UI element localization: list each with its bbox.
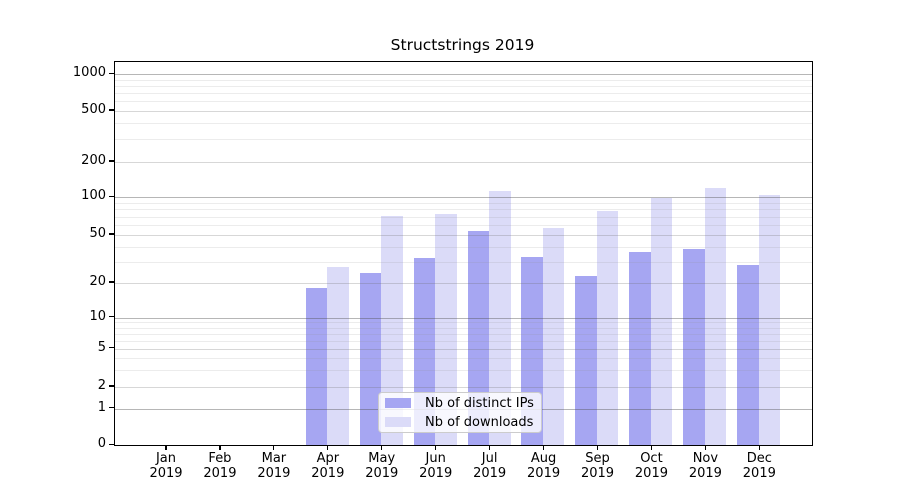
x-tick-label-sep: Sep 2019 (580, 450, 615, 482)
gridline-800 (115, 86, 812, 88)
x-tick-label-feb: Feb 2019 (203, 450, 237, 482)
x-tick-mark (758, 445, 760, 450)
x-tick-mark (489, 445, 491, 450)
gridline-500 (115, 111, 812, 112)
y-tick-mark (109, 72, 114, 74)
x-tick-label-dec: Dec 2019 (742, 450, 776, 482)
x-tick-mark (704, 445, 706, 450)
bar-distinct-ips-apr (305, 288, 328, 446)
bar-distinct-ips-sep (575, 275, 597, 446)
y-tick-label-10: 10 (89, 308, 106, 324)
y-tick-mark (109, 281, 114, 283)
bar-downloads-sep (596, 210, 619, 446)
y-tick-mark (109, 316, 114, 318)
legend-item-distinct-ips: Nb of distinct IPs (385, 395, 541, 411)
x-tick-mark (650, 445, 653, 450)
x-tick-mark (327, 445, 329, 450)
gridline-1000 (115, 74, 812, 76)
y-tick-mark (109, 233, 114, 235)
bar-downloads-dec (758, 194, 781, 446)
x-tick-label-jan: Jan 2019 (149, 450, 183, 482)
x-tick-mark (435, 445, 437, 450)
legend-label: Nb of distinct IPs (425, 395, 534, 411)
y-tick-label-0: 0 (97, 436, 106, 452)
legend-swatch-distinct-ips (385, 398, 411, 408)
plot-area (114, 61, 813, 447)
bar-downloads-apr (327, 267, 349, 446)
bar-distinct-ips-jul (467, 230, 490, 446)
y-tick-mark (109, 109, 114, 111)
x-tick-label-oct: Oct 2019 (634, 450, 668, 482)
gridline-600 (115, 101, 812, 103)
legend-item-downloads: Nb of downloads (385, 414, 541, 430)
y-tick-mark (109, 443, 114, 445)
bar-downloads-oct (650, 198, 673, 446)
y-tick-mark (109, 347, 114, 349)
y-tick-mark (109, 406, 114, 409)
y-tick-label-5: 5 (97, 339, 106, 355)
x-tick-label-mar: Mar 2019 (257, 450, 291, 482)
chart-title: Structstrings 2019 (390, 36, 535, 54)
bar-downloads-may (381, 215, 403, 446)
x-tick-mark (273, 445, 275, 450)
legend-label: Nb of downloads (425, 414, 534, 430)
gridline-400 (115, 123, 812, 125)
gridline-900 (115, 79, 812, 81)
x-tick-mark (165, 445, 167, 450)
bar-downloads-jun (435, 214, 457, 446)
bar-downloads-aug (542, 227, 565, 446)
gridline-700 (115, 93, 812, 95)
y-tick-mark (109, 160, 114, 162)
gridline-300 (115, 139, 812, 141)
bar-distinct-ips-may (359, 273, 382, 446)
bar-distinct-ips-oct (629, 252, 651, 446)
y-tick-label-100: 100 (81, 188, 106, 204)
y-tick-label-50: 50 (89, 226, 106, 241)
y-tick-label-2: 2 (97, 378, 106, 393)
y-tick-label-1000: 1000 (72, 65, 106, 81)
y-tick-label-1: 1 (97, 399, 106, 415)
x-tick-mark (596, 445, 599, 450)
gridline-200 (115, 162, 812, 163)
x-tick-label-apr: Apr 2019 (311, 450, 345, 482)
x-tick-mark (381, 445, 383, 450)
bar-distinct-ips-nov (683, 249, 705, 446)
x-tick-mark (219, 445, 221, 450)
bar-downloads-jul (489, 190, 511, 446)
legend-swatch-downloads (385, 417, 411, 427)
y-tick-label-200: 200 (81, 153, 106, 168)
legend: Nb of distinct IPs Nb of downloads (378, 392, 542, 433)
y-tick-mark (109, 385, 114, 387)
x-tick-label-may: May 2019 (365, 450, 399, 482)
x-tick-label-jun: Jun 2019 (419, 450, 453, 482)
y-tick-label-500: 500 (81, 102, 106, 117)
y-tick-label-20: 20 (89, 274, 106, 289)
x-tick-label-nov: Nov 2019 (688, 450, 722, 482)
y-tick-mark (109, 195, 114, 197)
bar-downloads-nov (704, 188, 727, 446)
x-tick-label-aug: Aug 2019 (527, 450, 561, 482)
x-tick-label-jul: Jul 2019 (473, 450, 507, 482)
x-tick-mark (542, 445, 545, 450)
bar-distinct-ips-dec (737, 265, 759, 446)
